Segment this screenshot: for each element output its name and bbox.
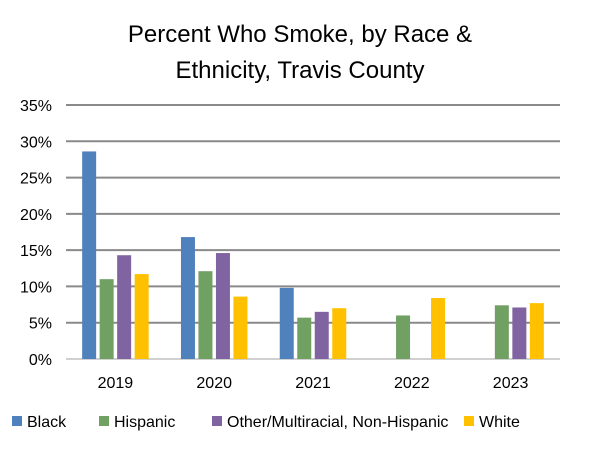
x-tick-label: 2020	[196, 375, 232, 392]
bar-other-multiracial-non-hispanic-2021	[314, 311, 329, 359]
bar-white-2020	[233, 296, 248, 359]
bar-white-2019	[134, 274, 149, 359]
bar-black-2019	[82, 151, 97, 359]
x-axis-ticks: 2019 2020 2021 2022 2023	[98, 375, 529, 392]
legend-label: White	[479, 414, 520, 431]
y-tick-label: 30%	[20, 134, 52, 151]
bar-white-2021	[332, 308, 347, 359]
y-axis-ticks: 0% 5% 10% 15% 20% 25% 30% 35%	[20, 98, 52, 369]
legend-label: Other/Multiracial, Non-Hispanic	[227, 414, 448, 431]
legend-swatch	[464, 416, 474, 426]
legend-label: Black	[27, 414, 67, 431]
bar-hispanic-2019	[99, 279, 114, 359]
legend-item: Black	[12, 414, 67, 431]
bars	[82, 151, 544, 359]
legend-item: White	[464, 414, 520, 431]
bar-black-2020	[180, 237, 195, 359]
bar-white-2022	[431, 298, 446, 359]
bar-other-multiracial-non-hispanic-2019	[117, 255, 132, 359]
legend-item: Other/Multiracial, Non-Hispanic	[212, 414, 448, 431]
bar-black-2021	[279, 287, 294, 359]
y-tick-label: 20%	[20, 207, 52, 224]
legend-item: Hispanic	[99, 414, 175, 431]
y-tick-label: 0%	[29, 352, 52, 369]
bar-white-2023	[529, 303, 544, 359]
legend-label: Hispanic	[114, 414, 175, 431]
y-tick-label: 15%	[20, 243, 52, 260]
legend-swatch	[99, 416, 109, 426]
x-tick-label: 2023	[493, 375, 529, 392]
x-tick-label: 2022	[394, 375, 430, 392]
y-tick-label: 35%	[20, 98, 52, 115]
chart-title-line-2: Ethnicity, Travis County	[176, 57, 425, 84]
legend: Black Hispanic Other/Multiracial, Non-Hisp…	[12, 414, 520, 431]
bar-hispanic-2021	[297, 317, 312, 359]
x-tick-label: 2021	[295, 375, 331, 392]
chart-title-line-1: Percent Who Smoke, by Race &	[128, 21, 472, 48]
y-tick-label: 5%	[29, 316, 52, 333]
legend-swatch	[12, 416, 22, 426]
y-tick-label: 10%	[20, 279, 52, 296]
x-tick-label: 2019	[98, 375, 134, 392]
y-tick-label: 25%	[20, 171, 52, 188]
bar-other-multiracial-non-hispanic-2023	[512, 307, 527, 359]
bar-hispanic-2023	[494, 305, 509, 359]
bar-hispanic-2020	[198, 271, 213, 359]
bar-hispanic-2022	[396, 315, 411, 359]
bar-other-multiracial-non-hispanic-2020	[215, 253, 230, 359]
legend-swatch	[212, 416, 222, 426]
